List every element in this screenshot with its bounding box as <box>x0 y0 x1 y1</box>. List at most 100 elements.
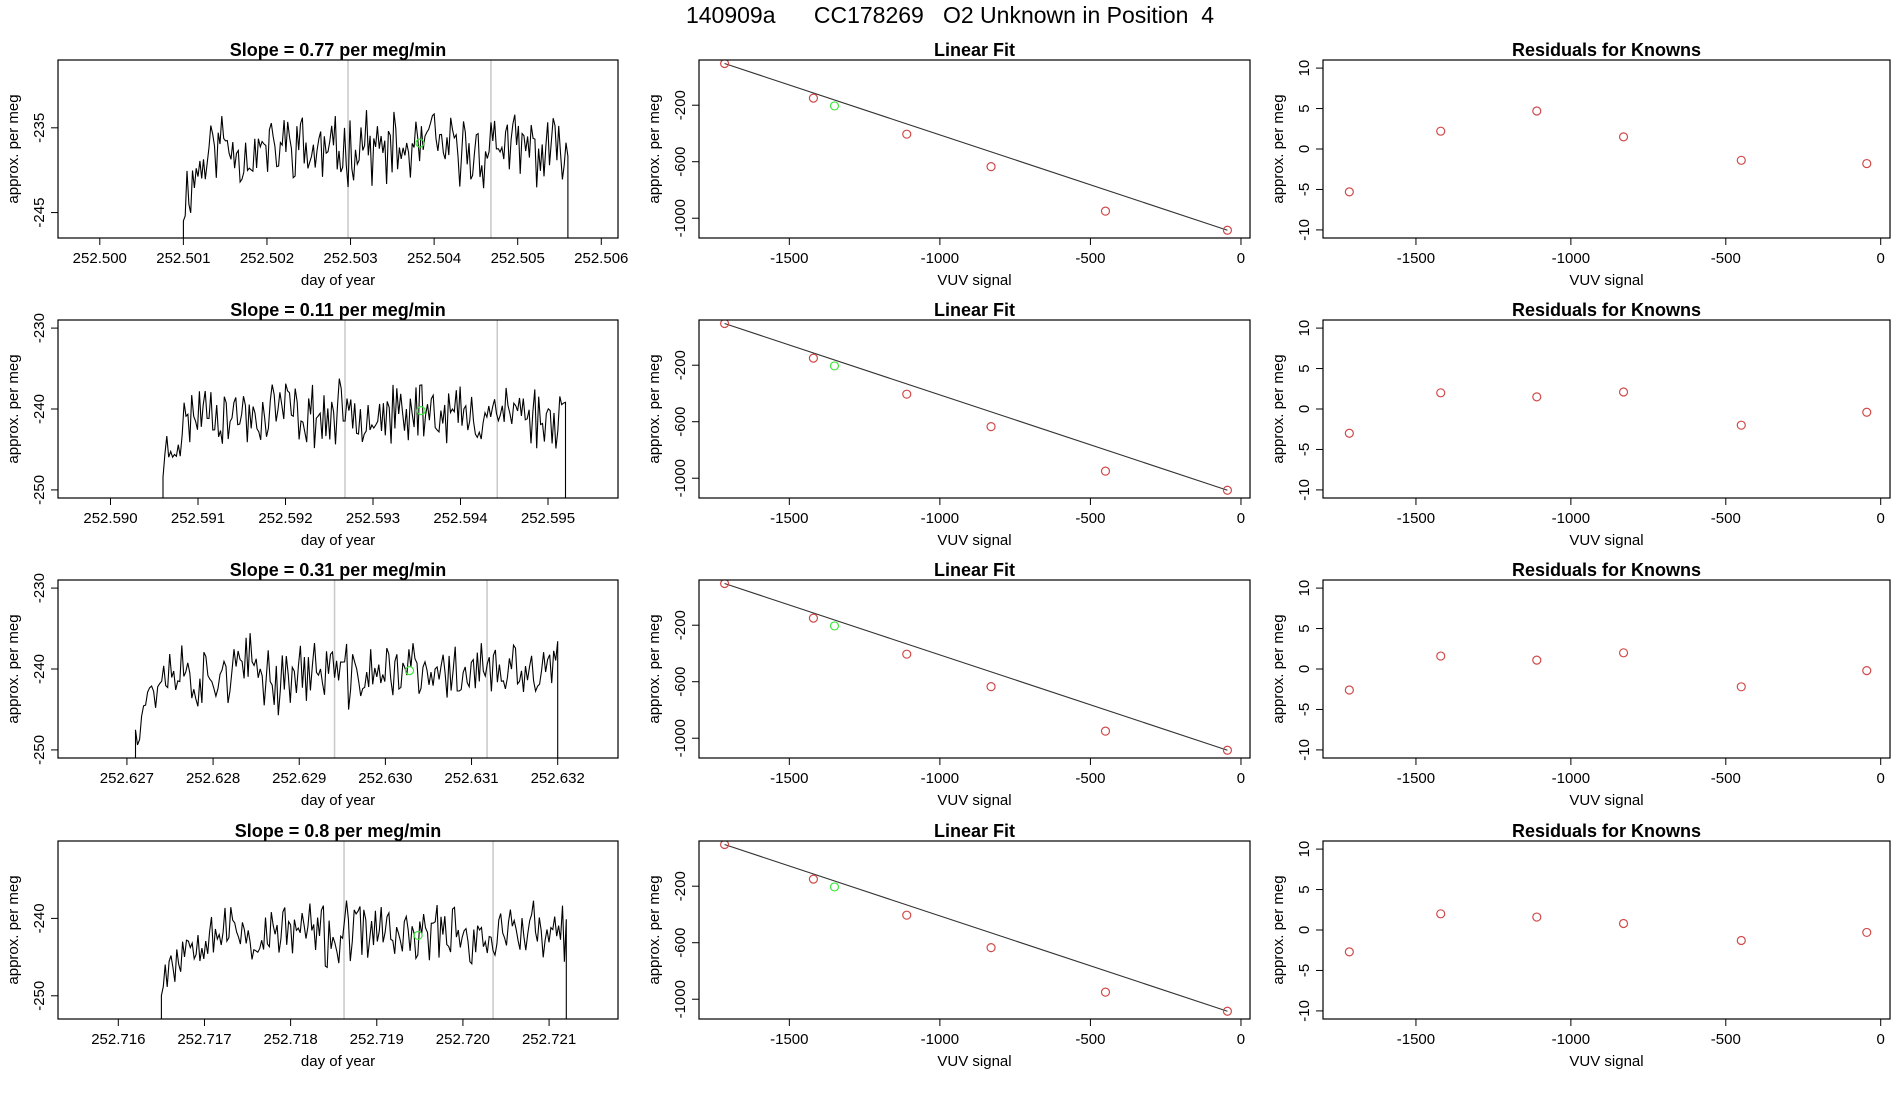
fit-panel-row-3: Linear Fit -1500 -1000 -500 0 -1000 -600 -200 VU… <box>646 560 1251 809</box>
x-tick-label: -1500 <box>770 510 808 527</box>
timeseries-panel-row-1: Slope = 0.77 per meg/min 252.500 252.501 25… <box>5 40 628 289</box>
x-axis-label: day of year <box>301 1053 375 1070</box>
y-axis-label: approx. per meg <box>1270 94 1287 203</box>
x-axis-label: VUV signal <box>937 532 1011 549</box>
known-point <box>902 910 912 920</box>
x-tick-label: 252.629 <box>272 770 326 787</box>
residual-point <box>1344 685 1354 695</box>
panel-title: Linear Fit <box>934 300 1015 320</box>
y-tick-label: 0 <box>1296 665 1313 673</box>
x-tick-label: -500 <box>1075 770 1105 787</box>
x-tick-label: 252.721 <box>522 1031 576 1048</box>
y-tick-label: -240 <box>31 654 48 684</box>
y-axis-label: approx. per meg <box>1270 354 1287 463</box>
y-tick-label: -250 <box>31 981 48 1011</box>
x-tick-label: 0 <box>1877 770 1885 787</box>
y-tick-label: 10 <box>1296 60 1313 77</box>
residual-point <box>1344 428 1354 438</box>
x-tick-label: -1000 <box>921 770 959 787</box>
known-point <box>1100 206 1111 216</box>
residual-point <box>1862 927 1872 938</box>
known-point <box>1222 745 1233 755</box>
x-tick-label: 252.590 <box>83 510 137 527</box>
y-tick-label: -200 <box>672 90 689 120</box>
fit-line <box>724 844 1228 1012</box>
panel-title: Residuals for Knowns <box>1512 821 1701 841</box>
plot-area <box>1344 648 1872 695</box>
plot-area <box>162 320 567 498</box>
fit-panel-row-1: Linear Fit -1500 -1000 -500 0 -1000 -600 -200 VU… <box>646 40 1251 289</box>
unknown-marker <box>413 930 423 941</box>
known-point <box>1222 1006 1233 1016</box>
x-axis-label: day of year <box>301 532 375 549</box>
series-line <box>162 378 567 498</box>
x-tick-label: 252.501 <box>156 250 210 267</box>
plot-frame <box>1322 840 1891 1020</box>
unknown-point <box>829 882 840 892</box>
residual-point <box>1344 187 1354 197</box>
y-tick-label: -5 <box>1296 183 1313 196</box>
y-tick-label: -1000 <box>672 719 689 757</box>
known-point <box>1222 225 1233 235</box>
y-tick-label: -230 <box>31 573 48 603</box>
x-tick-label: 0 <box>1237 510 1245 527</box>
known-point <box>1100 466 1111 476</box>
y-tick-label: -600 <box>672 147 689 177</box>
plot-frame <box>57 579 619 759</box>
y-tick-label: -240 <box>31 394 48 424</box>
residual-point <box>1736 155 1746 165</box>
y-axis-label: approx. per meg <box>5 354 22 463</box>
y-tick-label: -245 <box>31 198 48 228</box>
y-tick-label: -5 <box>1296 964 1313 977</box>
residual-point <box>1862 158 1872 169</box>
known-point <box>719 320 730 329</box>
y-tick-label: -10 <box>1296 219 1313 241</box>
residuals-panel-row-3: Residuals for Knowns -1500 -1000 -500 0 -10 -5… <box>1270 560 1891 809</box>
y-axis-label: approx. per meg <box>1270 614 1287 723</box>
residual-point <box>1436 126 1446 136</box>
x-tick-label: -1000 <box>1552 1031 1590 1048</box>
y-axis-label: approx. per meg <box>1270 875 1287 984</box>
x-tick-label: -1000 <box>921 510 959 527</box>
y-tick-label: -200 <box>672 350 689 380</box>
y-tick-label: 10 <box>1296 580 1313 597</box>
plot-frame <box>57 319 619 499</box>
residual-point <box>1862 407 1872 417</box>
fit-line <box>724 583 1228 751</box>
x-axis-label: day of year <box>301 272 375 289</box>
x-tick-label: -1500 <box>1397 1031 1435 1048</box>
known-point <box>1100 726 1111 736</box>
plot-frame <box>57 59 619 239</box>
known-point <box>808 353 819 363</box>
unknown-marker <box>404 666 415 676</box>
x-tick-label: 252.716 <box>91 1031 145 1048</box>
fit-line <box>724 63 1228 231</box>
x-tick-label: 0 <box>1877 250 1885 267</box>
residual-point <box>1532 655 1542 665</box>
panel-title: Slope = 0.77 per meg/min <box>230 40 447 60</box>
y-tick-label: -10 <box>1296 1000 1313 1022</box>
y-tick-label: 5 <box>1296 104 1313 112</box>
plot-area <box>719 60 1233 235</box>
y-tick-label: -10 <box>1296 479 1313 501</box>
x-tick-label: -1000 <box>921 250 959 267</box>
x-tick-label: 252.502 <box>240 250 294 267</box>
plot-area <box>719 320 1233 495</box>
x-tick-label: -1500 <box>770 250 808 267</box>
x-tick-label: 252.592 <box>258 510 312 527</box>
plot-frame <box>698 319 1251 499</box>
plot-frame <box>57 840 619 1020</box>
y-tick-label: 10 <box>1296 841 1313 858</box>
y-tick-label: -250 <box>31 475 48 505</box>
unknown-marker <box>416 406 426 416</box>
x-tick-label: -1000 <box>1552 770 1590 787</box>
x-tick-label: -1500 <box>770 770 808 787</box>
timeseries-panel-row-3: Slope = 0.31 per meg/min 252.627 252.628 25… <box>5 560 619 809</box>
y-axis-label: approx. per meg <box>5 614 22 723</box>
fit-panel-row-4: Linear Fit -1500 -1000 -500 0 -1000 -600 -200 VU… <box>646 821 1251 1070</box>
y-tick-label: -5 <box>1296 443 1313 456</box>
x-tick-label: -1500 <box>1397 510 1435 527</box>
known-point <box>1100 987 1111 997</box>
panel-title: Linear Fit <box>934 40 1015 60</box>
